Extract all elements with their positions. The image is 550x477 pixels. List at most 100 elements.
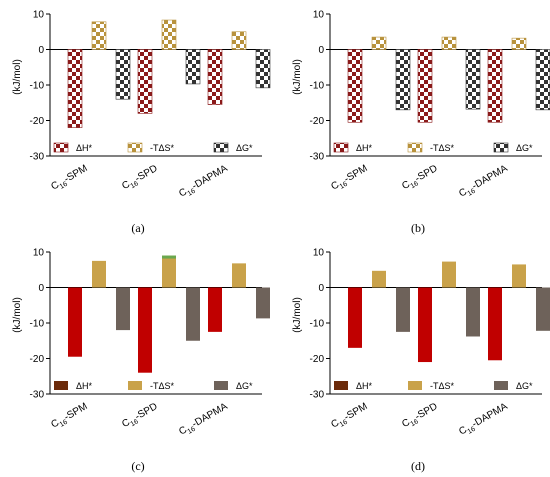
y-tick-label: 0 xyxy=(318,283,324,294)
bar-h-c16-spd xyxy=(138,287,152,373)
legend-label: ΔH* xyxy=(76,143,93,153)
category-label: C16-SPM xyxy=(49,163,90,194)
chart-panel-b: -30 -20 -10 0 10 (kJ/mol) C16-SPM C16-SPD C16-DA… xyxy=(292,10,550,235)
bar-t-s-c16-spd xyxy=(161,19,177,50)
legend-swatch-t-s xyxy=(128,381,142,390)
bar-t-s-c16-dapma xyxy=(232,263,246,288)
bar-h-c16-spd xyxy=(418,287,432,363)
legend-label: -TΔS* xyxy=(150,143,175,153)
y-tick-label: 10 xyxy=(33,248,45,259)
bar-h-c16-spm xyxy=(67,49,83,128)
panel-label: (b) xyxy=(411,221,425,235)
legend-swatch-g xyxy=(493,142,509,153)
legend-swatch-h xyxy=(334,381,348,390)
legend-swatch-g xyxy=(494,381,508,390)
legend-label: ΔG* xyxy=(516,381,533,391)
legend-swatch-g xyxy=(213,142,229,153)
bar-g-c16-spm xyxy=(115,49,131,100)
bar-t-s-c16-spm xyxy=(92,260,106,288)
panel-label: (d) xyxy=(411,459,425,473)
legend-swatch-h xyxy=(54,381,68,390)
y-tick-label: -20 xyxy=(30,354,45,365)
bar-g-c16-dapma xyxy=(256,287,270,319)
bar-h-c16-spd xyxy=(417,49,433,123)
legend-label: ΔG* xyxy=(236,381,253,391)
chart-panel-a: -30 -20 -10 0 10 (kJ/mol) C16-SPM C16-SPD C16-DA… xyxy=(12,10,271,235)
y-tick-label: -30 xyxy=(30,390,45,401)
bar-h-c16-dapma xyxy=(488,287,502,361)
legend-label: ΔH* xyxy=(356,381,373,391)
y-axis-label: (kJ/mol) xyxy=(12,297,23,333)
panel-label: (a) xyxy=(131,221,144,235)
chart-panel-d: -30 -20 -10 0 10 (kJ/mol) C16-SPM C16-SPD C16-DA… xyxy=(292,248,550,473)
y-tick-label: -20 xyxy=(310,116,325,127)
category-label: C16-SPM xyxy=(329,163,370,194)
bar-g-c16-dapma xyxy=(536,287,550,331)
legend-swatch-g xyxy=(214,381,228,390)
bar-g-c16-dapma xyxy=(535,49,550,111)
y-tick-label: 10 xyxy=(313,10,325,21)
bar-t-s-c16-dapma xyxy=(231,31,247,50)
y-tick-label: -30 xyxy=(310,152,325,163)
legend-label: -TΔS* xyxy=(150,381,175,391)
category-label: C16-DAPMA xyxy=(177,163,230,201)
bar-h-c16-spm xyxy=(68,287,82,357)
category-label: C16-SPD xyxy=(120,401,160,432)
y-tick-label: 10 xyxy=(313,248,325,259)
y-tick-label: 0 xyxy=(318,45,324,56)
legend-label: -TΔS* xyxy=(430,143,455,153)
bar-g-c16-spm xyxy=(396,287,410,332)
bar-t-s-c16-spd xyxy=(162,255,176,288)
legend-swatch-h xyxy=(53,142,69,153)
bar-g-c16-spm xyxy=(395,49,411,111)
y-tick-label: -10 xyxy=(310,81,325,92)
bar-h-c16-spm xyxy=(347,49,363,123)
legend-swatch-t-s xyxy=(127,142,143,153)
legend-label: ΔH* xyxy=(356,143,373,153)
y-tick-label: -20 xyxy=(30,116,45,127)
legend-label: ΔG* xyxy=(236,143,253,153)
y-tick-label: -30 xyxy=(30,152,45,163)
legend-label: ΔH* xyxy=(76,381,93,391)
bar-h-c16-spd xyxy=(137,49,153,114)
bar-g-c16-spd xyxy=(466,287,480,337)
y-tick-label: 10 xyxy=(33,10,45,21)
legend-label: -TΔS* xyxy=(430,381,455,391)
legend-swatch-t-s xyxy=(408,381,422,390)
bar-t-s-c16-spd xyxy=(441,36,457,50)
bar-t-s-c16-spm xyxy=(91,21,107,50)
panel-label: (c) xyxy=(131,459,144,473)
bar-t-s-c16-spd xyxy=(442,261,456,288)
legend-swatch-t-s xyxy=(407,142,423,153)
category-label: C16-SPM xyxy=(329,401,370,432)
bar-g-c16-spd xyxy=(185,49,201,85)
category-label: C16-DAPMA xyxy=(457,401,510,439)
y-axis-label: (kJ/mol) xyxy=(12,59,23,95)
legend-swatch-h xyxy=(333,142,349,153)
y-tick-label: -10 xyxy=(30,319,45,330)
bar-t-s-c16-dapma xyxy=(512,264,526,288)
y-tick-label: -10 xyxy=(310,319,325,330)
bar-h-c16-spm xyxy=(348,287,362,348)
bar-cap xyxy=(162,255,176,259)
bar-h-c16-dapma xyxy=(208,287,222,332)
category-label: C16-SPD xyxy=(400,163,440,194)
y-axis-label: (kJ/mol) xyxy=(292,297,303,333)
y-tick-label: -10 xyxy=(30,81,45,92)
legend-label: ΔG* xyxy=(516,143,533,153)
category-label: C16-SPD xyxy=(400,401,440,432)
bar-h-c16-dapma xyxy=(487,49,503,123)
bar-t-s-c16-dapma xyxy=(511,37,527,50)
bar-t-s-c16-spm xyxy=(372,270,386,288)
chart-panel-c: -30 -20 -10 0 10 (kJ/mol) C16-SPM C16-SPD C16-DA… xyxy=(12,248,270,473)
bar-g-c16-spd xyxy=(186,287,200,341)
y-tick-label: -30 xyxy=(310,390,325,401)
bar-g-c16-spd xyxy=(465,49,481,110)
y-tick-label: -20 xyxy=(310,354,325,365)
category-label: C16-SPD xyxy=(120,163,160,194)
bar-g-c16-dapma xyxy=(255,49,271,89)
y-axis-label: (kJ/mol) xyxy=(292,59,303,95)
bar-g-c16-spm xyxy=(116,287,130,331)
bar-h-c16-dapma xyxy=(207,49,223,105)
